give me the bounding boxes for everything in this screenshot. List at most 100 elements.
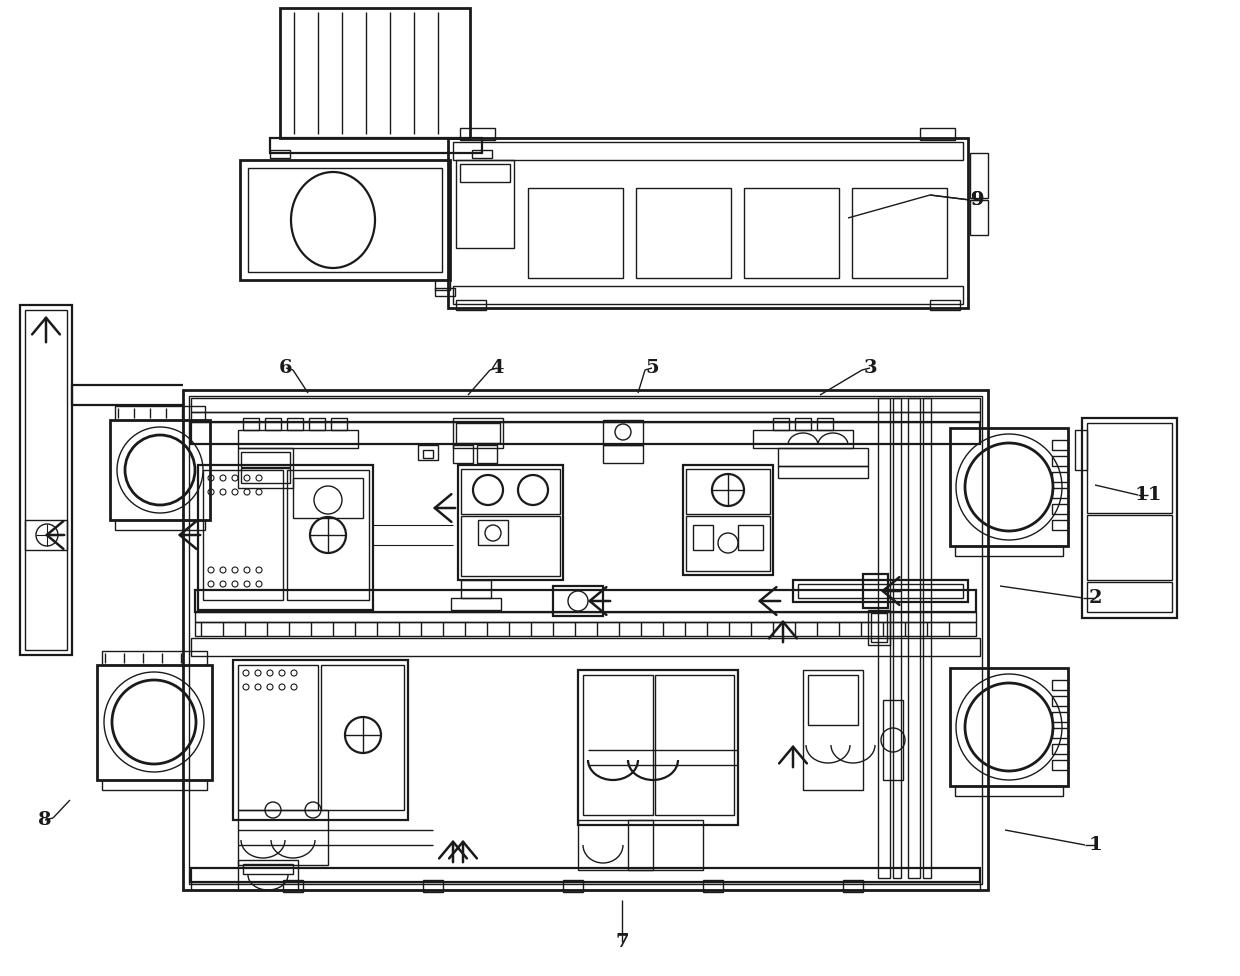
- Bar: [578, 670, 738, 825]
- Bar: [198, 465, 373, 610]
- Bar: [1087, 515, 1172, 580]
- Bar: [686, 469, 770, 514]
- Bar: [950, 668, 1068, 786]
- Bar: [97, 665, 212, 780]
- Bar: [283, 880, 303, 892]
- Bar: [203, 470, 283, 600]
- Bar: [563, 880, 583, 892]
- Bar: [458, 465, 563, 580]
- Bar: [423, 450, 433, 458]
- Bar: [243, 418, 259, 430]
- Bar: [461, 469, 560, 514]
- Bar: [950, 428, 1068, 546]
- Bar: [852, 188, 947, 278]
- Bar: [293, 478, 363, 518]
- Bar: [1083, 418, 1177, 618]
- Bar: [460, 128, 495, 140]
- Bar: [817, 418, 833, 430]
- Bar: [460, 164, 510, 182]
- Bar: [636, 188, 732, 278]
- Bar: [703, 880, 723, 892]
- Bar: [238, 448, 293, 488]
- Bar: [1052, 744, 1068, 754]
- Bar: [1052, 472, 1068, 482]
- Bar: [930, 300, 960, 310]
- Bar: [418, 445, 438, 460]
- Bar: [1052, 488, 1068, 498]
- Bar: [184, 390, 988, 890]
- Bar: [115, 406, 205, 420]
- Bar: [195, 590, 976, 612]
- Bar: [955, 786, 1063, 796]
- Bar: [20, 305, 72, 655]
- Bar: [683, 465, 773, 575]
- Bar: [448, 138, 968, 308]
- Bar: [191, 412, 980, 422]
- Text: 7: 7: [615, 933, 629, 951]
- Bar: [799, 584, 963, 598]
- Bar: [870, 613, 887, 642]
- Bar: [191, 422, 980, 444]
- Bar: [908, 398, 920, 878]
- Bar: [528, 188, 622, 278]
- Bar: [603, 445, 644, 463]
- Text: 1: 1: [1089, 836, 1102, 854]
- Bar: [331, 418, 347, 430]
- Bar: [280, 8, 470, 138]
- Bar: [456, 423, 500, 443]
- Bar: [920, 128, 955, 140]
- Bar: [693, 525, 713, 550]
- Bar: [435, 288, 455, 296]
- Bar: [686, 516, 770, 571]
- Bar: [191, 638, 980, 656]
- Bar: [243, 864, 293, 874]
- Bar: [102, 780, 207, 790]
- Bar: [578, 820, 653, 870]
- Bar: [1052, 760, 1068, 770]
- Bar: [777, 448, 868, 466]
- Bar: [461, 516, 560, 576]
- Bar: [753, 430, 853, 448]
- Bar: [270, 150, 290, 158]
- Text: 4: 4: [490, 359, 503, 377]
- Bar: [583, 675, 653, 815]
- Bar: [1052, 456, 1068, 466]
- Bar: [1052, 520, 1068, 530]
- Bar: [863, 574, 888, 608]
- Bar: [603, 420, 644, 445]
- Bar: [1052, 440, 1068, 450]
- Bar: [1052, 504, 1068, 514]
- Bar: [110, 420, 210, 520]
- Bar: [241, 468, 290, 483]
- Bar: [453, 286, 963, 304]
- Bar: [553, 586, 603, 616]
- Bar: [241, 160, 450, 280]
- Bar: [451, 598, 501, 610]
- Bar: [238, 430, 358, 448]
- Bar: [25, 520, 67, 550]
- Bar: [1087, 582, 1172, 612]
- Bar: [188, 396, 982, 884]
- Bar: [195, 612, 976, 622]
- Bar: [309, 418, 325, 430]
- Bar: [286, 418, 303, 430]
- Bar: [773, 418, 789, 430]
- Bar: [843, 880, 863, 892]
- Bar: [883, 700, 903, 780]
- Bar: [423, 880, 443, 892]
- Text: 3: 3: [863, 359, 877, 377]
- Bar: [777, 466, 868, 478]
- Bar: [744, 188, 839, 278]
- Bar: [970, 153, 988, 198]
- Bar: [1087, 423, 1172, 513]
- Bar: [115, 520, 205, 530]
- Bar: [456, 160, 515, 248]
- Bar: [1052, 728, 1068, 738]
- Bar: [804, 670, 863, 790]
- Bar: [265, 418, 281, 430]
- Bar: [923, 398, 931, 878]
- Bar: [25, 310, 67, 650]
- Bar: [435, 280, 450, 290]
- Bar: [453, 445, 472, 463]
- Bar: [191, 882, 980, 890]
